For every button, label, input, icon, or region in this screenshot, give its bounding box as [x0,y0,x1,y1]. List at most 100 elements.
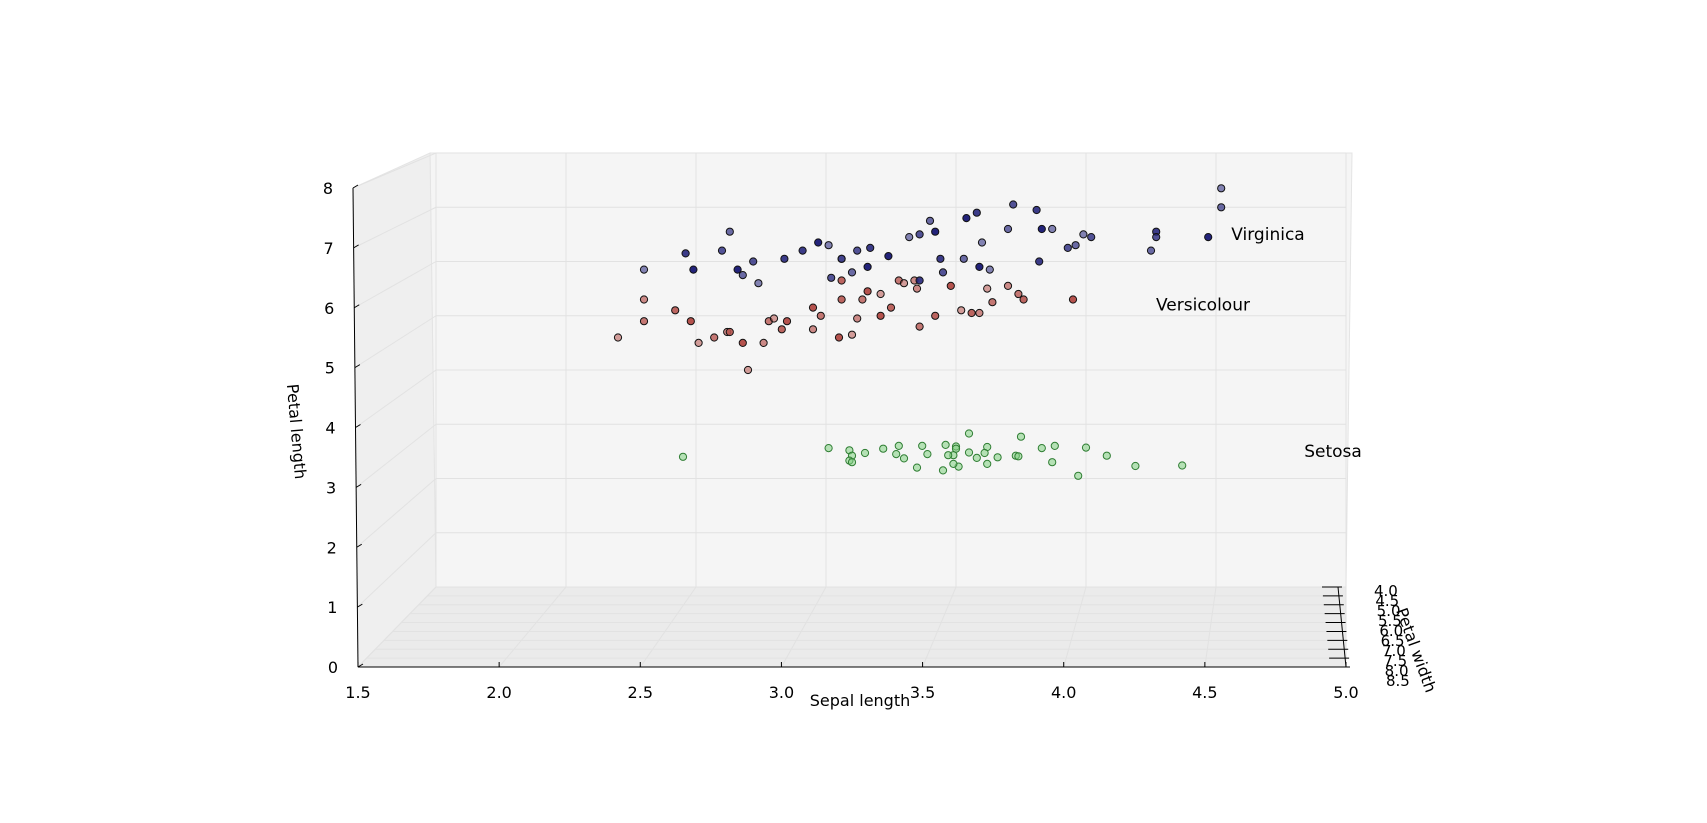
data-point [972,453,981,462]
data-point [639,295,649,304]
data-point [985,265,994,274]
data-point [1032,205,1041,215]
data-point [678,452,688,461]
y-tick-label: 8.5 [1386,672,1410,690]
data-point [1178,461,1187,470]
grid-lines [352,152,1347,668]
data-point [918,441,927,450]
x-tick-label: 3.5 [910,683,935,702]
data-point [983,284,992,293]
annotation-versicolour: Versicolour [1156,295,1250,315]
data-point [879,444,888,453]
data-point [938,466,948,475]
data-point [980,448,989,458]
data-point [639,317,649,326]
data-point [671,306,680,315]
data-point [853,246,862,255]
data-point [938,268,948,277]
data-point [972,208,981,217]
y-tick-label: 6.5 [1381,632,1405,650]
data-point [769,314,779,323]
data-point [915,276,924,285]
data-point [754,279,763,288]
data-point [899,279,909,288]
x-tick-label: 2.0 [486,683,511,702]
data-point [853,314,862,323]
data-point [837,295,846,304]
data-point [725,227,734,236]
data-point [743,365,753,375]
data-point [983,459,992,468]
z-side-grid-line [352,152,437,189]
x-floor-grid-line [1204,586,1217,668]
data-point [959,254,968,263]
data-point [925,216,935,225]
data-point [1019,295,1028,304]
data-point [1081,443,1091,452]
data-point [847,330,857,339]
data-point [816,311,825,320]
data-point [1204,233,1213,242]
data-point [694,338,703,347]
data-point [814,238,823,247]
data-point [1068,295,1078,304]
data-point [1071,241,1080,250]
z-tick-label: 4 [325,419,335,438]
data-point [808,303,818,312]
axes-panes [352,152,1353,669]
data-point [1152,233,1161,242]
z-side-grid-line [354,315,437,369]
annotations: Virginica Versicolour Setosa [1156,225,1362,462]
data-point [936,254,945,263]
data-point [931,227,940,236]
z-tick-mark [352,184,359,189]
z-side-grid-line [354,261,437,309]
data-point [738,271,747,280]
data-point [1037,224,1046,234]
x-tick-label: 5.0 [1333,683,1358,702]
z-side-grid-line [357,586,437,668]
data-point [1003,281,1013,290]
z-tick-label: 8 [323,179,333,198]
data-point [876,311,885,320]
data-point [847,458,857,467]
data-point [858,295,867,304]
data-point [837,254,846,263]
y-tick-label: 5.0 [1377,602,1401,620]
data-point [866,243,875,252]
floor-pane [356,586,1347,668]
z-tick-label: 0 [328,658,338,677]
data-point [951,444,961,453]
data-point [1217,184,1226,193]
data-point [964,429,974,438]
data-point [759,338,768,347]
x-tick-label: 2.5 [628,683,653,702]
data-point [834,333,844,342]
z-side-grid-line [355,369,437,428]
data-point [915,322,924,331]
y-axis-line [1337,586,1347,668]
data-point [824,444,833,453]
y-tick-label: 4.0 [1374,582,1398,600]
z-tick-label: 7 [323,239,333,258]
data-points [613,184,1226,480]
data-point [915,230,924,239]
y-tick-label: 7.5 [1383,652,1407,670]
data-point [912,463,922,472]
z-tick-mark [353,304,360,309]
data-point [894,441,903,450]
y-tick-label: 6.0 [1379,622,1403,640]
data-point [717,246,727,255]
data-point [1079,230,1088,239]
data-point [912,284,922,293]
z-tick-label: 5 [325,359,335,378]
data-point [964,448,974,457]
data-point [689,265,698,274]
data-point [782,317,792,326]
data-point [824,241,833,250]
series-versicolour [613,276,1078,375]
z-tick-label: 2 [327,538,337,557]
z-tick-mark [357,603,363,608]
annotation-setosa: Setosa [1304,442,1362,462]
data-point [892,450,901,459]
